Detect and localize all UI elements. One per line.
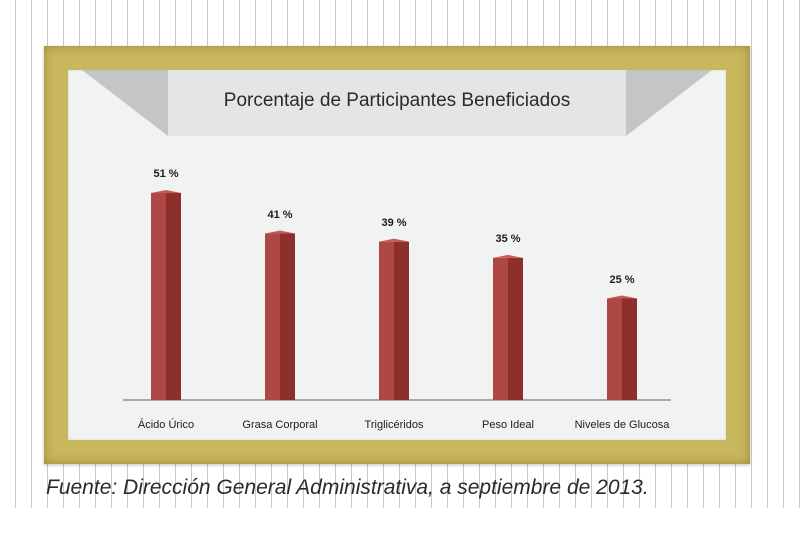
source-caption: Fuente: Dirección General Administrativa… bbox=[46, 476, 649, 499]
bar-front-face bbox=[379, 241, 394, 400]
bar bbox=[265, 230, 295, 400]
bar-value-label: 25 % bbox=[609, 273, 635, 286]
bar-top-cap bbox=[607, 295, 637, 299]
chart-title: Porcentaje de Participantes Beneficiados bbox=[223, 90, 571, 111]
category-label: Ácido Úrico bbox=[137, 419, 195, 431]
bar bbox=[607, 295, 637, 400]
bar-side-face bbox=[508, 257, 523, 400]
bar-plot bbox=[123, 189, 671, 401]
chart-frame: Porcentaje de Participantes Beneficiados… bbox=[44, 46, 750, 464]
bar-front-face bbox=[607, 298, 622, 400]
title-banner: Porcentaje de Participantes Beneficiados bbox=[68, 70, 726, 140]
title-banner-graphic bbox=[82, 70, 712, 136]
category-label: Triglicéridos bbox=[364, 419, 424, 431]
bar-side-face bbox=[394, 241, 409, 400]
bar-top-cap bbox=[265, 230, 295, 234]
bar-side-face bbox=[166, 192, 181, 400]
bar-front-face bbox=[493, 257, 508, 400]
banner-right-fold bbox=[626, 70, 712, 136]
category-label: Niveles de Glucosa bbox=[574, 419, 670, 431]
bar bbox=[493, 254, 523, 400]
bar-value-label: 51 % bbox=[153, 167, 179, 180]
bar-side-face bbox=[280, 233, 295, 400]
bar-front-face bbox=[265, 233, 280, 400]
banner-center bbox=[168, 70, 626, 136]
bar-top-cap bbox=[493, 254, 523, 258]
bar-value-label: 41 % bbox=[267, 208, 293, 221]
bar-front-face bbox=[151, 192, 166, 400]
banner-left-fold bbox=[82, 70, 168, 136]
bar-side-face bbox=[622, 298, 637, 400]
category-label: Grasa Corporal bbox=[242, 419, 318, 431]
bar bbox=[379, 238, 409, 400]
page-bottom-band bbox=[0, 508, 808, 533]
chart-panel: Porcentaje de Participantes Beneficiados… bbox=[68, 70, 726, 440]
bar bbox=[151, 189, 181, 400]
bar-top-cap bbox=[379, 238, 409, 242]
bar-value-label: 35 % bbox=[495, 232, 521, 245]
bar-top-cap bbox=[151, 189, 181, 193]
category-label: Peso Ideal bbox=[482, 419, 534, 431]
bar-value-label: 39 % bbox=[381, 216, 407, 229]
